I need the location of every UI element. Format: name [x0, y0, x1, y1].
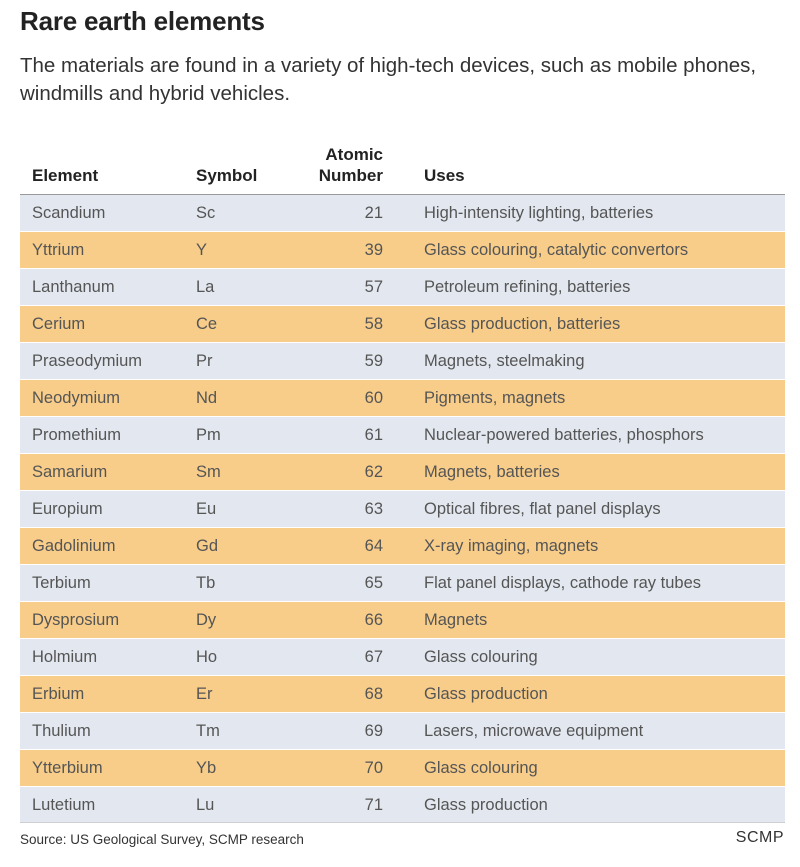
header-atomic-line1: Atomic — [325, 145, 383, 164]
cell-symbol: Gd — [196, 537, 219, 555]
header-atomic-number: Atomic Number — [319, 144, 383, 186]
table-row: Samarium Sm 62 Magnets, batteries — [20, 454, 785, 491]
cell-atomic-number: 71 — [364, 796, 383, 814]
table-row: Cerium Ce 58 Glass production, batteries — [20, 306, 785, 343]
table-row: Thulium Tm 69 Lasers, microwave equipment — [20, 713, 785, 750]
cell-symbol: La — [196, 278, 215, 296]
table-row: Europium Eu 63 Optical fibres, flat panel d… — [20, 491, 785, 528]
cell-symbol: Ho — [196, 648, 218, 666]
cell-uses: Glass production — [424, 685, 548, 703]
cell-symbol: Eu — [196, 500, 217, 518]
header-atomic-line2: Number — [318, 166, 383, 185]
cell-uses: Glass colouring — [424, 759, 538, 777]
header-symbol: Symbol — [196, 166, 258, 185]
cell-atomic-number: 62 — [364, 463, 383, 481]
cell-atomic-number: 59 — [364, 352, 383, 370]
cell-uses: Magnets — [424, 611, 488, 629]
cell-symbol: Y — [196, 241, 208, 259]
table-row: Yttrium Y 39 Glass colouring, catalytic con… — [20, 232, 785, 269]
cell-uses: Nuclear-powered batteries, phosphors — [424, 426, 704, 444]
cell-uses: Glass colouring, catalytic convertors — [424, 241, 689, 259]
cell-element: Lanthanum — [32, 278, 115, 296]
cell-element: Scandium — [32, 204, 106, 222]
table-row: Erbium Er 68 Glass production — [20, 676, 785, 713]
chart-title: Rare earth elements — [20, 6, 265, 36]
brand-logo: SCMP — [735, 829, 784, 846]
cell-element: Thulium — [32, 722, 91, 740]
table-row: Lutetium Lu 71 Glass production — [20, 787, 785, 824]
cell-atomic-number: 57 — [364, 278, 383, 296]
cell-atomic-number: 68 — [364, 685, 383, 703]
cell-atomic-number: 66 — [364, 611, 383, 629]
cell-atomic-number: 61 — [364, 426, 383, 444]
table-row: Neodymium Nd 60 Pigments, magnets — [20, 380, 785, 417]
cell-element: Cerium — [32, 315, 86, 333]
cell-symbol: Sc — [196, 204, 216, 222]
cell-element: Samarium — [32, 463, 108, 481]
cell-atomic-number: 21 — [364, 204, 383, 222]
cell-atomic-number: 39 — [364, 241, 383, 259]
cell-symbol: Nd — [196, 389, 218, 407]
table-row: Ytterbium Yb 70 Glass colouring — [20, 750, 785, 787]
cell-uses: Lasers, microwave equipment — [424, 722, 644, 740]
cell-element: Europium — [32, 500, 103, 518]
cell-element: Ytterbium — [32, 759, 103, 777]
cell-uses: Pigments, magnets — [424, 389, 566, 407]
header-uses: Uses — [424, 166, 465, 185]
cell-uses: Magnets, steelmaking — [424, 352, 585, 370]
cell-symbol: Pr — [196, 352, 213, 370]
cell-element: Terbium — [32, 574, 91, 592]
cell-element: Promethium — [32, 426, 121, 444]
cell-atomic-number: 63 — [364, 500, 383, 518]
cell-atomic-number: 70 — [364, 759, 383, 777]
cell-element: Lutetium — [32, 796, 96, 814]
cell-element: Dysprosium — [32, 611, 120, 629]
cell-element: Praseodymium — [32, 352, 143, 370]
cell-atomic-number: 58 — [364, 315, 383, 333]
cell-element: Gadolinium — [32, 537, 116, 555]
cell-element: Neodymium — [32, 389, 121, 407]
cell-symbol: Lu — [196, 796, 215, 814]
cell-uses: Flat panel displays, cathode ray tubes — [424, 574, 701, 592]
header-element: Element — [32, 166, 99, 185]
cell-uses: Optical fibres, flat panel displays — [424, 500, 661, 518]
table-body: Scandium Sc 21 High-intensity lighting, bat… — [20, 195, 785, 824]
cell-uses: Glass production, batteries — [424, 315, 621, 333]
table-header: Element Symbol Atomic Number Uses — [20, 138, 785, 195]
chart-subtitle: The materials are found in a variety of … — [20, 54, 757, 105]
cell-symbol: Sm — [196, 463, 221, 481]
cell-symbol: Tb — [196, 574, 216, 592]
table-row: Promethium Pm 61 Nuclear-powered batteries,… — [20, 417, 785, 454]
cell-uses: Glass production — [424, 796, 548, 814]
table-row: Holmium Ho 67 Glass colouring — [20, 639, 785, 676]
cell-element: Erbium — [32, 685, 85, 703]
cell-element: Yttrium — [32, 241, 85, 259]
table-row: Praseodymium Pr 59 Magnets, steelmaking — [20, 343, 785, 380]
cell-uses: X-ray imaging, magnets — [424, 537, 599, 555]
cell-uses: Petroleum refining, batteries — [424, 278, 631, 296]
table-row: Lanthanum La 57 Petroleum refining, batteri… — [20, 269, 785, 306]
cell-symbol: Ce — [196, 315, 218, 333]
cell-atomic-number: 67 — [364, 648, 383, 666]
cell-symbol: Yb — [196, 759, 217, 777]
cell-atomic-number: 64 — [364, 537, 383, 555]
cell-uses: Magnets, batteries — [424, 463, 560, 481]
table-row: Scandium Sc 21 High-intensity lighting, bat… — [20, 195, 785, 232]
table-row: Terbium Tb 65 Flat panel displays, cathode … — [20, 565, 785, 602]
cell-atomic-number: 65 — [364, 574, 383, 592]
table-row: Dysprosium Dy 66 Magnets — [20, 602, 785, 639]
cell-atomic-number: 69 — [364, 722, 383, 740]
cell-symbol: Pm — [196, 426, 221, 444]
cell-atomic-number: 60 — [364, 389, 383, 407]
table-row: Gadolinium Gd 64 X-ray imaging, magnets — [20, 528, 785, 565]
cell-symbol: Er — [196, 685, 213, 703]
cell-symbol: Dy — [196, 611, 217, 629]
cell-uses: Glass colouring — [424, 648, 538, 666]
cell-symbol: Tm — [196, 722, 220, 740]
cell-element: Holmium — [32, 648, 98, 666]
footer-divider — [20, 822, 785, 823]
source-note: Source: US Geological Survey, SCMP resea… — [20, 832, 304, 847]
cell-uses: High-intensity lighting, batteries — [424, 204, 654, 222]
rare-earth-table: Element Symbol Atomic Number Uses Scandi… — [20, 138, 785, 824]
